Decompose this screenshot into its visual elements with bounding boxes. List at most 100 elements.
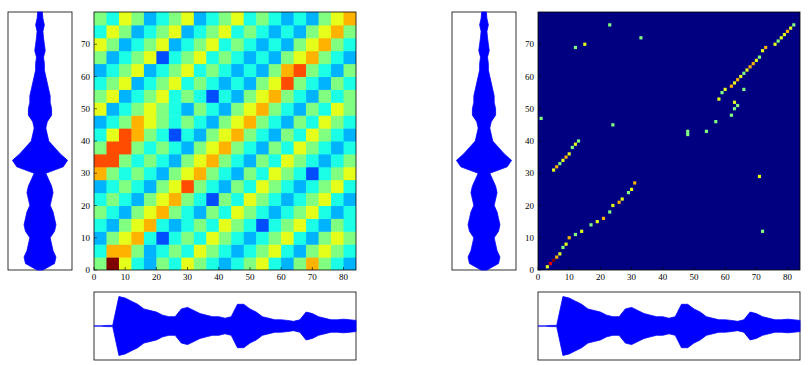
x-tick xyxy=(662,267,663,270)
x-tick-label: 40 xyxy=(658,272,668,282)
heatmap-cell xyxy=(181,244,194,257)
heatmap-cell xyxy=(344,206,356,219)
heatmap-cell xyxy=(231,141,244,154)
heatmap-cell xyxy=(269,141,282,154)
heatmap-cell xyxy=(256,206,269,219)
heatmap-cell xyxy=(219,25,232,38)
heatmap-cell xyxy=(94,115,107,128)
heatmap-cell xyxy=(181,115,194,128)
heatmap-cell xyxy=(94,128,107,141)
heatmap-cell xyxy=(219,115,232,128)
heatmap-cell xyxy=(181,102,194,115)
heatmap-cell xyxy=(194,12,207,25)
x-tick-label: 80 xyxy=(783,272,793,282)
heatmap-cell xyxy=(194,102,207,115)
heatmap-cell xyxy=(119,193,132,206)
heatmap-cell xyxy=(144,25,157,38)
heatmap-cell xyxy=(269,102,282,115)
heatmap-cell xyxy=(331,51,344,64)
heatmap-cell xyxy=(144,77,157,90)
heatmap-cell xyxy=(281,218,294,231)
heatmap-cell xyxy=(106,64,119,77)
heatmap-cell xyxy=(269,180,282,193)
heatmap-cell xyxy=(94,257,107,270)
heatmap-cell xyxy=(206,128,219,141)
heatmap-cell xyxy=(344,167,356,180)
y-tick xyxy=(538,44,541,45)
heatmap-cell xyxy=(306,231,319,244)
heatmap-cell xyxy=(244,25,257,38)
heatmap-cell xyxy=(344,89,356,102)
heatmap-cell xyxy=(194,206,207,219)
heatmap-cell xyxy=(131,89,144,102)
heatmap-cell xyxy=(131,25,144,38)
heatmap-cell xyxy=(244,244,257,257)
heatmap-cell xyxy=(181,25,194,38)
heatmap-cell xyxy=(206,102,219,115)
match-point xyxy=(749,65,752,68)
heatmap-cell xyxy=(119,64,132,77)
heatmap-cell xyxy=(94,167,107,180)
waveform-box xyxy=(8,12,72,270)
heatmap-cell xyxy=(244,89,257,102)
heatmap-cell xyxy=(156,128,169,141)
heatmap-cell xyxy=(256,231,269,244)
heatmap-cell xyxy=(144,38,157,51)
heatmap-cell xyxy=(131,64,144,77)
heatmap-cell xyxy=(144,244,157,257)
match-point xyxy=(780,36,783,39)
heatmap-cell xyxy=(319,218,332,231)
heatmap-cell xyxy=(231,25,244,38)
match-point xyxy=(574,233,577,236)
match-point xyxy=(602,217,605,220)
heatmap-cell xyxy=(106,244,119,257)
heatmap-cell xyxy=(331,64,344,77)
match-point xyxy=(736,78,739,81)
heatmap-cell xyxy=(144,102,157,115)
heatmap-cell xyxy=(306,64,319,77)
heatmap-cell xyxy=(319,180,332,193)
heatmap-cell xyxy=(294,77,307,90)
waveform-left xyxy=(12,12,67,270)
heatmap-cell xyxy=(131,128,144,141)
heatmap-cell xyxy=(256,141,269,154)
heatmap-cell xyxy=(119,102,132,115)
heatmap-cell xyxy=(319,231,332,244)
y-tick-label: 60 xyxy=(525,72,535,82)
heatmap-cell xyxy=(169,154,182,167)
heatmap-cell xyxy=(119,206,132,219)
match-point xyxy=(758,56,761,59)
heatmap-cell xyxy=(256,218,269,231)
heatmap-cell xyxy=(194,193,207,206)
x-tick-label: 10 xyxy=(565,272,575,282)
heatmap-cell xyxy=(131,141,144,154)
heatmap-cell xyxy=(219,12,232,25)
match-point xyxy=(608,210,611,213)
heatmap-cell xyxy=(131,257,144,270)
heatmap-cell xyxy=(319,128,332,141)
heatmap-cell xyxy=(319,25,332,38)
heatmap-cell xyxy=(244,218,257,231)
heatmap-cell xyxy=(206,257,219,270)
heatmap-cell xyxy=(131,77,144,90)
heatmap-cell xyxy=(306,244,319,257)
match-point xyxy=(761,230,764,233)
heatmap-cell xyxy=(231,102,244,115)
heatmap-cell xyxy=(156,154,169,167)
heatmap-cell xyxy=(119,77,132,90)
heatmap-cell xyxy=(181,77,194,90)
heatmap-cell xyxy=(331,206,344,219)
heatmap-cell xyxy=(131,167,144,180)
heatmap-cell xyxy=(344,141,356,154)
heatmap-cell xyxy=(256,193,269,206)
heatmap-cell xyxy=(294,25,307,38)
heatmap-cell xyxy=(181,51,194,64)
heatmap-cell xyxy=(156,141,169,154)
heatmap-cell xyxy=(94,102,107,115)
heatmap-cell xyxy=(169,180,182,193)
heatmap-cell xyxy=(319,102,332,115)
match-point xyxy=(561,159,564,162)
heatmap-cell xyxy=(281,206,294,219)
heatmap-cell xyxy=(256,51,269,64)
heatmap-cell xyxy=(306,102,319,115)
